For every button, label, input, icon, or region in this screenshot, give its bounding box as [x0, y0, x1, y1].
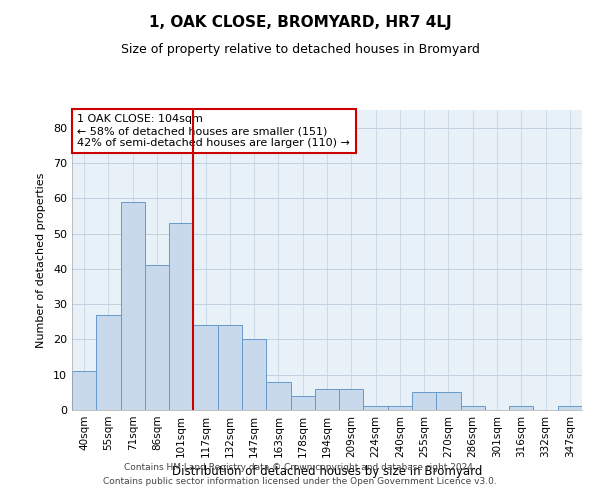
Text: Contains HM Land Registry data © Crown copyright and database right 2024.: Contains HM Land Registry data © Crown c… — [124, 464, 476, 472]
Bar — [436, 392, 461, 410]
Bar — [509, 406, 533, 410]
Bar — [96, 314, 121, 410]
Bar — [218, 326, 242, 410]
Bar — [388, 406, 412, 410]
Text: 1, OAK CLOSE, BROMYARD, HR7 4LJ: 1, OAK CLOSE, BROMYARD, HR7 4LJ — [149, 15, 451, 30]
Text: Contains public sector information licensed under the Open Government Licence v3: Contains public sector information licen… — [103, 477, 497, 486]
Bar — [412, 392, 436, 410]
Bar — [145, 266, 169, 410]
Bar — [242, 340, 266, 410]
Text: Size of property relative to detached houses in Bromyard: Size of property relative to detached ho… — [121, 42, 479, 56]
Bar — [121, 202, 145, 410]
Bar — [339, 389, 364, 410]
Bar — [290, 396, 315, 410]
Y-axis label: Number of detached properties: Number of detached properties — [36, 172, 46, 348]
Bar — [461, 406, 485, 410]
Bar — [558, 406, 582, 410]
Bar — [364, 406, 388, 410]
Bar — [266, 382, 290, 410]
Bar — [72, 371, 96, 410]
Text: 1 OAK CLOSE: 104sqm
← 58% of detached houses are smaller (151)
42% of semi-detac: 1 OAK CLOSE: 104sqm ← 58% of detached ho… — [77, 114, 350, 148]
Bar — [315, 389, 339, 410]
X-axis label: Distribution of detached houses by size in Bromyard: Distribution of detached houses by size … — [172, 466, 482, 478]
Bar — [169, 223, 193, 410]
Bar — [193, 326, 218, 410]
